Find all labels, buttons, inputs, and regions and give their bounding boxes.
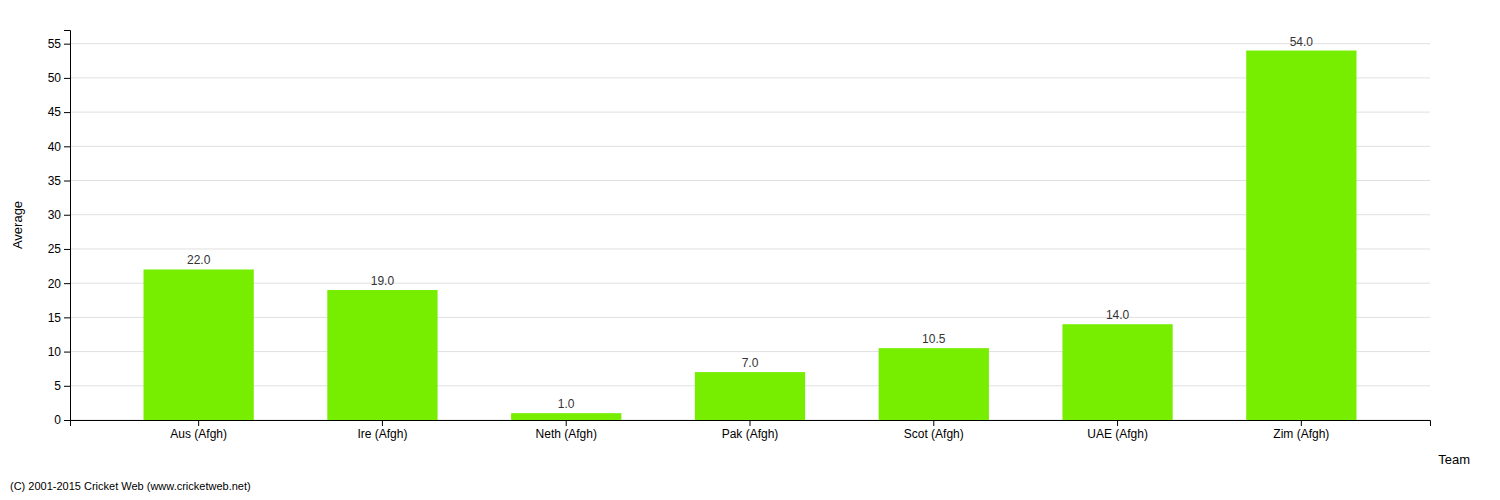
- grid-line: [70, 248, 1430, 249]
- y-tick-label: 55: [48, 37, 62, 51]
- y-tick-mark: [64, 283, 70, 284]
- y-tick-label: 15: [48, 311, 62, 325]
- y-tick-label: 25: [48, 242, 62, 256]
- x-axis-title: Team: [1438, 452, 1470, 467]
- y-tick: 15: [48, 311, 70, 325]
- grid-line: [70, 283, 1430, 284]
- y-tick-label: 30: [48, 208, 62, 222]
- y-tick-label: 0: [54, 413, 61, 427]
- y-tick: 10: [48, 345, 70, 359]
- bar: [879, 348, 989, 420]
- grid-line: [70, 180, 1430, 181]
- x-tick-label: Scot (Afgh): [904, 427, 964, 441]
- y-tick-mark: [64, 181, 70, 182]
- y-tick-label: 35: [48, 174, 62, 188]
- data-label: 54.0: [1290, 35, 1314, 49]
- y-tick-mark: [64, 317, 70, 318]
- y-axis-title: Average: [10, 201, 25, 249]
- x-tick: Scot (Afgh): [904, 420, 964, 441]
- y-tick-mark: [64, 78, 70, 79]
- bar: [144, 269, 254, 420]
- x-tick-label: Zim (Afgh): [1273, 427, 1329, 441]
- x-tick-label: Neth (Afgh): [536, 427, 597, 441]
- y-tick-label: 20: [48, 276, 62, 290]
- bar: [511, 413, 621, 420]
- y-tick-label: 5: [54, 379, 61, 393]
- bars: [144, 51, 1357, 420]
- y-tick: 20: [48, 276, 70, 290]
- y-axis: 0 5 10 15 20 25 30 35 40 45 50 55: [48, 31, 71, 428]
- y-tick: 0: [54, 413, 70, 427]
- x-tick-mark: [198, 420, 199, 426]
- y-tick: 5: [54, 379, 70, 393]
- grid-line: [70, 317, 1430, 318]
- x-tick-mark: [382, 420, 383, 426]
- x-tick-mark: [566, 420, 567, 426]
- bar: [327, 290, 437, 420]
- x-tick: UAE (Afgh): [1087, 420, 1148, 441]
- y-tick-label: 50: [48, 71, 62, 85]
- x-tick-mark: [933, 420, 934, 426]
- y-tick-mark: [64, 112, 70, 113]
- y-tick-mark: [64, 146, 70, 147]
- x-tick: Ire (Afgh): [357, 420, 407, 441]
- grid-line: [70, 214, 1430, 215]
- x-tick: Pak (Afgh): [722, 420, 779, 441]
- x-tick-mark: [1301, 420, 1302, 426]
- y-tick-mark: [64, 44, 70, 45]
- x-tick-label: Ire (Afgh): [357, 427, 407, 441]
- y-tick: 25: [48, 242, 70, 256]
- grid-line: [70, 77, 1430, 78]
- x-tick-mark: [1117, 420, 1118, 426]
- x-tick-mark: [750, 420, 751, 426]
- grid-line: [70, 112, 1430, 113]
- data-label: 14.0: [1106, 308, 1130, 322]
- y-tick-mark: [64, 352, 70, 353]
- y-tick-mark: [64, 420, 70, 421]
- x-tick: Zim (Afgh): [1273, 420, 1329, 441]
- data-label: 10.5: [922, 332, 946, 346]
- y-tick: 55: [48, 37, 70, 51]
- y-tick-label: 45: [48, 105, 62, 119]
- x-tick: Neth (Afgh): [536, 420, 597, 441]
- data-label: 19.0: [371, 274, 395, 288]
- y-tick-label: 40: [48, 140, 62, 154]
- y-tick-label: 10: [48, 345, 62, 359]
- bar: [1062, 324, 1172, 420]
- y-tick: 50: [48, 71, 70, 85]
- y-axis-line: [64, 31, 71, 421]
- y-tick: 45: [48, 105, 70, 119]
- y-tick: 30: [48, 208, 70, 222]
- y-tick: 35: [48, 174, 70, 188]
- bar: [1246, 51, 1356, 420]
- x-tick-label: Pak (Afgh): [722, 427, 779, 441]
- grid-line: [70, 43, 1430, 44]
- data-labels: 22.0 19.0 1.0 7.0 10.5 14.0 54.0: [187, 35, 1313, 412]
- chart: 0 5 10 15 20 25 30 35 40 45 50 55 Aus (Afgh) Ire (Afg…: [0, 0, 1500, 500]
- plot-area: 0 5 10 15 20 25 30 35 40 45 50 55 Aus (Afgh) Ire (Afg…: [10, 31, 1470, 468]
- x-axis: Aus (Afgh) Ire (Afgh) Neth (Afgh) Pak (Afgh…: [71, 420, 1431, 441]
- footnote: (C) 2001-2015 Cricket Web (www.cricketwe…: [10, 480, 251, 492]
- grid-line: [70, 146, 1430, 147]
- y-tick-mark: [64, 215, 70, 216]
- data-label: 1.0: [558, 397, 575, 411]
- data-label: 22.0: [187, 253, 211, 267]
- x-tick-label: Aus (Afgh): [170, 427, 227, 441]
- x-tick-label: UAE (Afgh): [1087, 427, 1148, 441]
- grid: [70, 44, 1430, 420]
- y-tick: 40: [48, 140, 70, 154]
- grid-line: [70, 351, 1430, 352]
- x-tick: Aus (Afgh): [170, 420, 227, 441]
- y-tick-mark: [64, 386, 70, 387]
- data-label: 7.0: [742, 356, 759, 370]
- y-tick-mark: [64, 249, 70, 250]
- bar: [695, 372, 805, 420]
- x-axis-line: [71, 421, 1431, 427]
